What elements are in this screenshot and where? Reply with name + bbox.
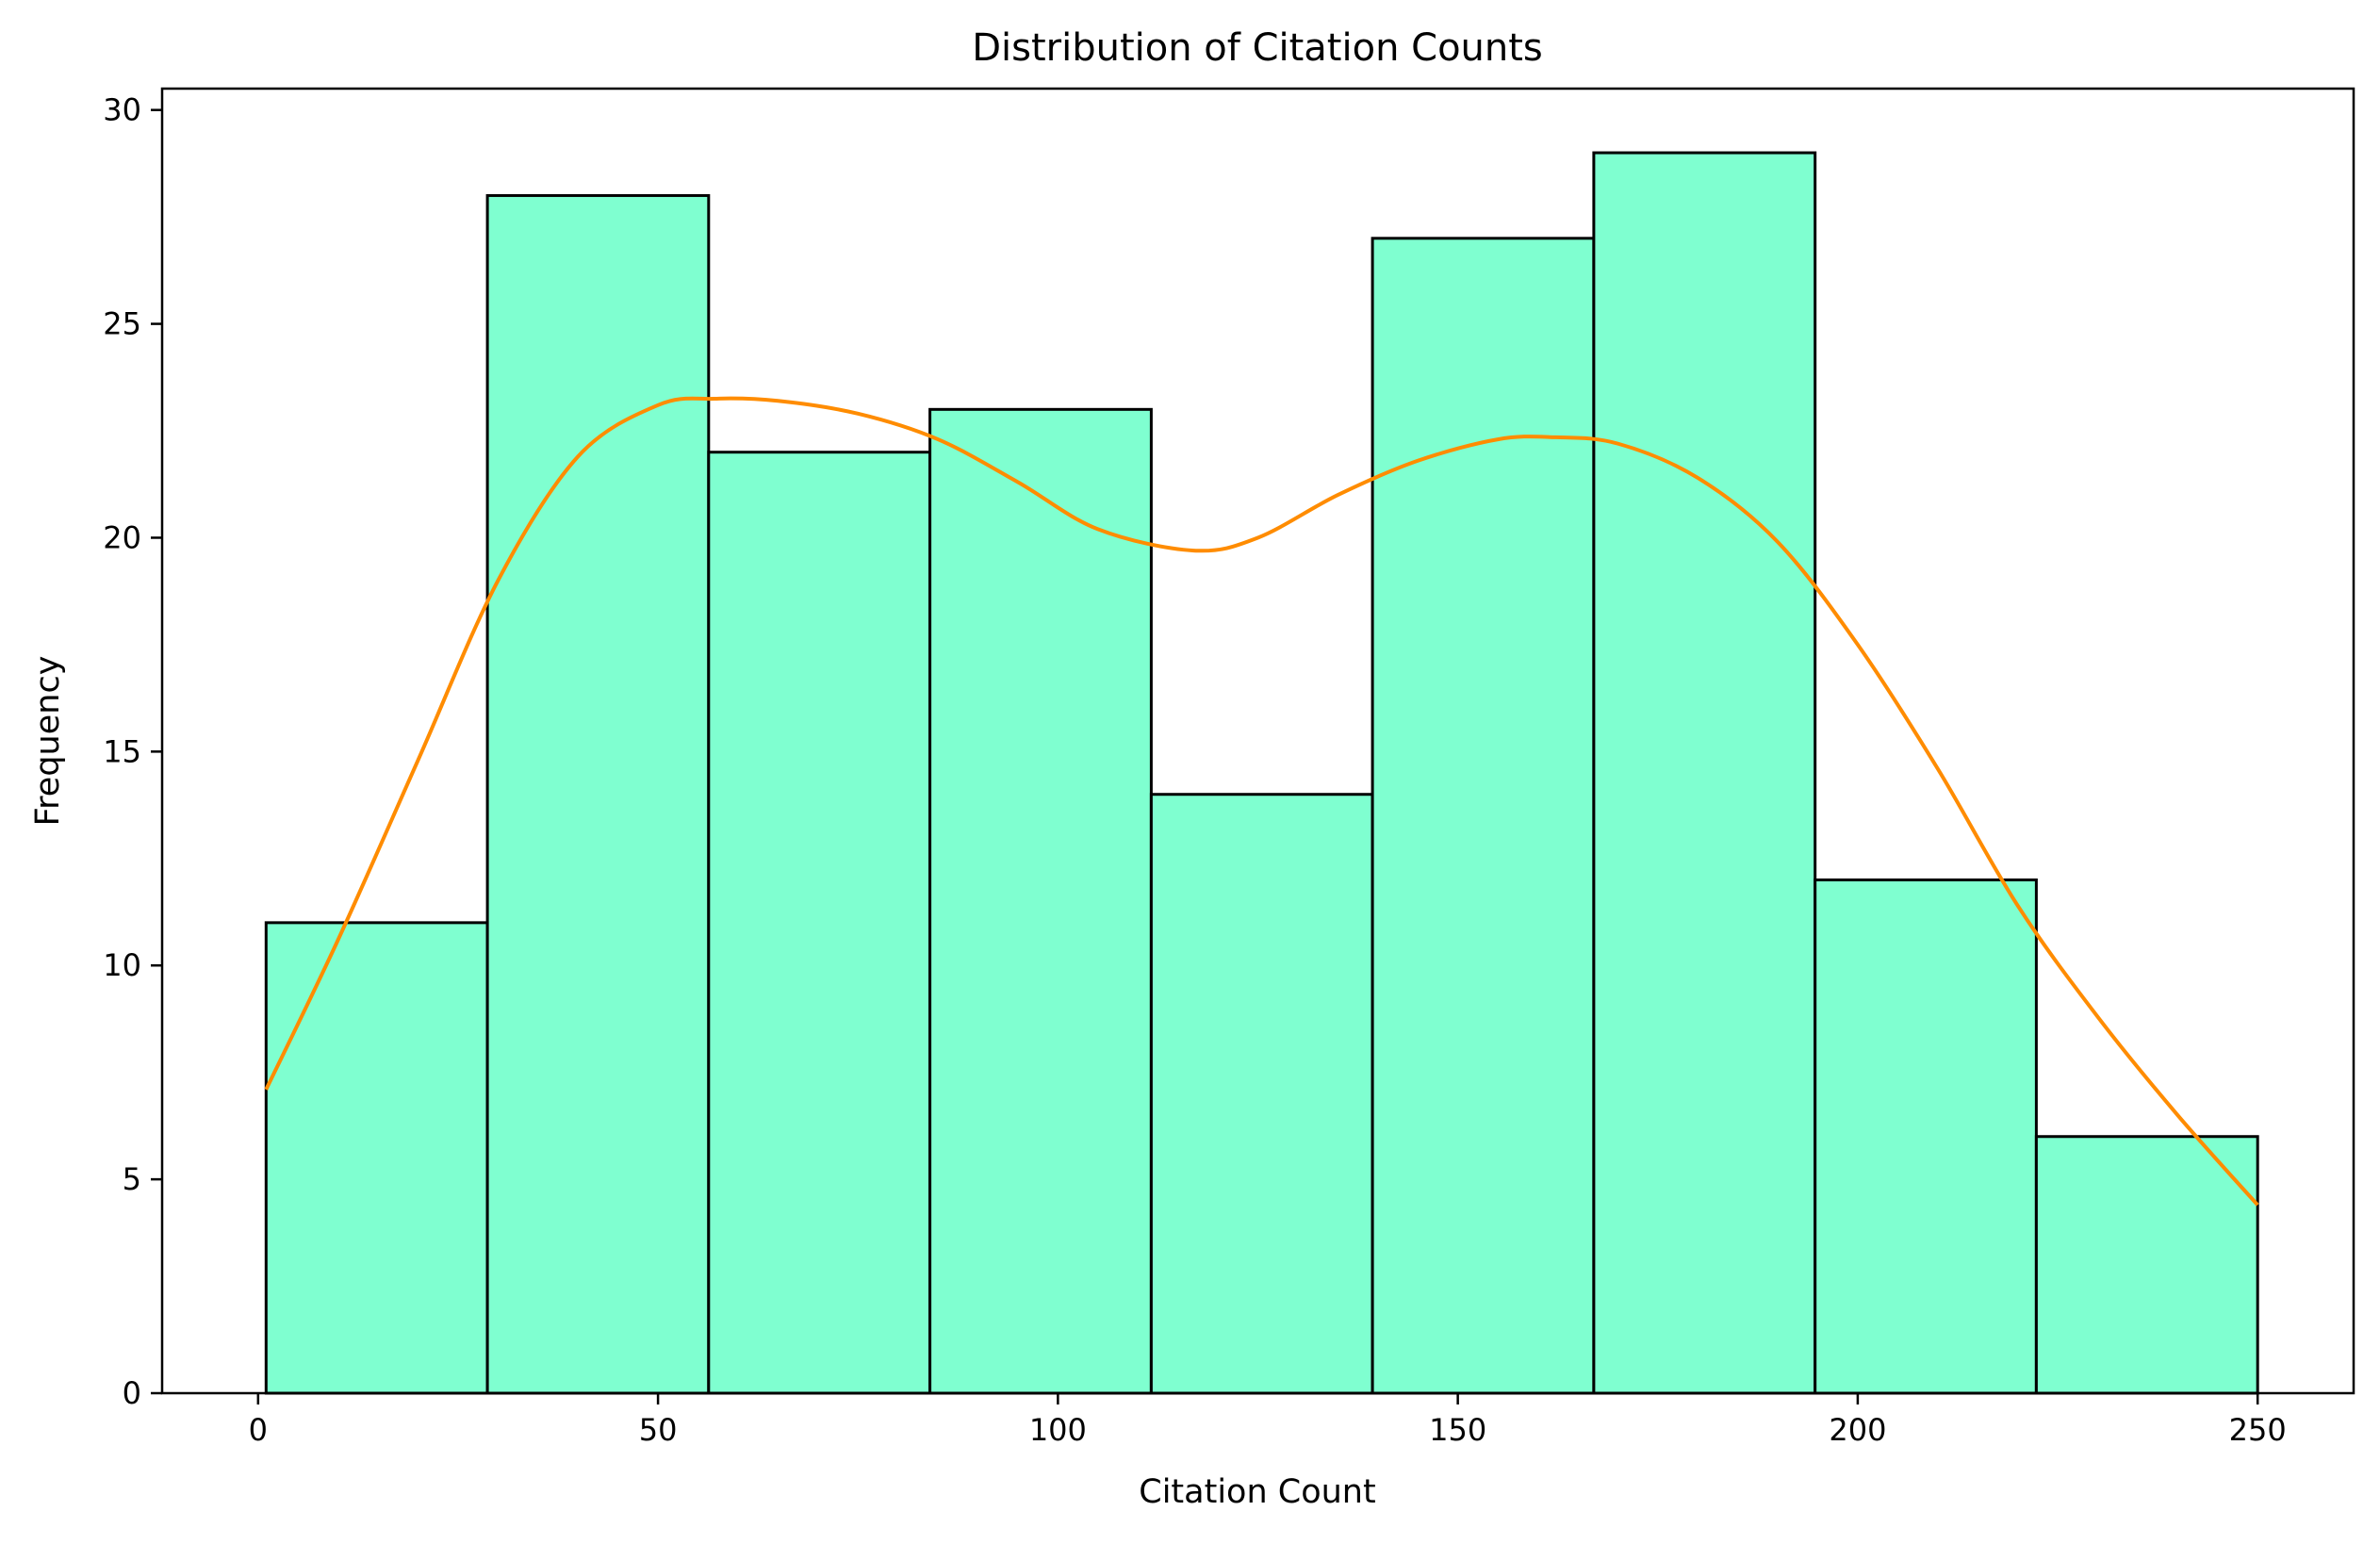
y-tick-label: 10	[103, 947, 141, 983]
x-tick-label: 50	[639, 1412, 678, 1448]
histogram-bar	[485, 193, 711, 1395]
y-tick-label: 0	[123, 1375, 141, 1411]
histogram-bar	[2034, 1135, 2259, 1395]
histogram-bar	[1814, 878, 2038, 1395]
y-tick-label: 15	[103, 733, 141, 769]
x-tick-label: 250	[2229, 1412, 2287, 1448]
x-tick-label: 100	[1029, 1412, 1087, 1448]
x-axis-label: Citation Count	[1139, 1473, 1375, 1511]
bars-group	[264, 151, 2259, 1395]
y-tick-label: 30	[103, 92, 141, 128]
y-tick-label: 5	[123, 1161, 141, 1197]
x-axis: 0 50 100 150 200 250	[249, 1393, 2287, 1448]
x-tick-label: 150	[1429, 1412, 1486, 1448]
x-tick-label: 0	[249, 1412, 268, 1448]
y-tick-label: 20	[103, 519, 141, 555]
histogram-bar	[707, 451, 932, 1395]
histogram-bar	[928, 407, 1153, 1395]
y-axis-label: Frequency	[29, 656, 67, 827]
histogram-bar	[264, 921, 489, 1395]
histogram-bar	[1371, 237, 1596, 1395]
histogram-bar	[1592, 151, 1817, 1395]
y-axis: 0 5 10 15 20 25 30	[103, 92, 162, 1411]
y-tick-label: 25	[103, 306, 141, 342]
plot-frame	[160, 87, 2355, 1395]
chart-title: Distribution of Citation Counts	[972, 26, 1543, 70]
kde-line	[264, 396, 2259, 1207]
histogram-bar	[1149, 793, 1374, 1395]
x-tick-label: 200	[1829, 1412, 1886, 1448]
